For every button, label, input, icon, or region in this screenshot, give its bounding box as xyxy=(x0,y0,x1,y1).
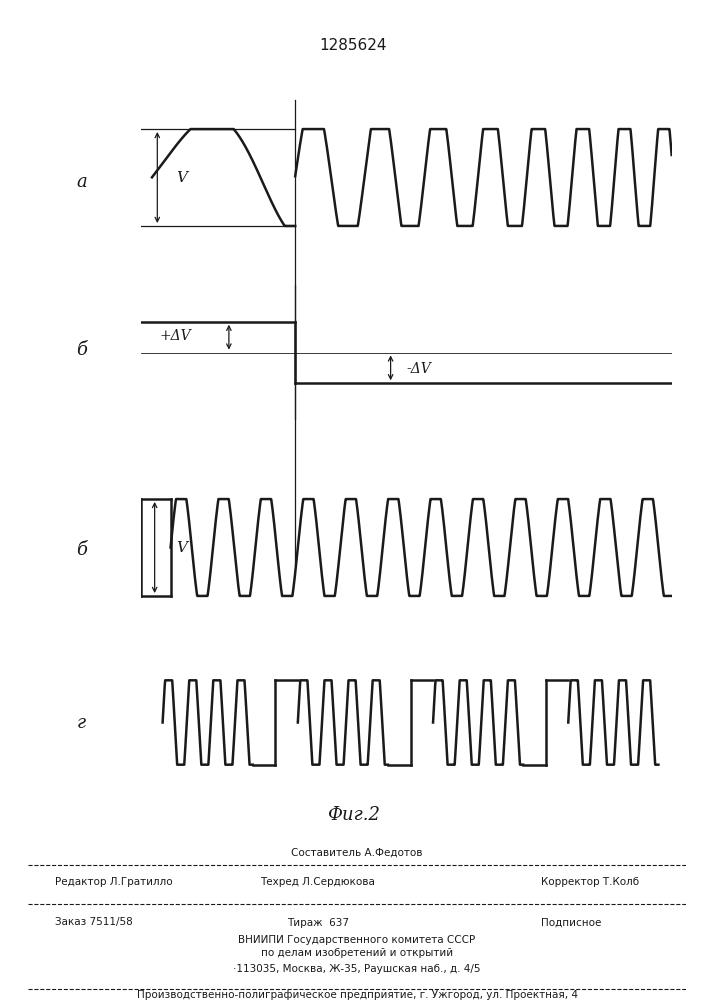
Text: б: б xyxy=(76,341,87,359)
Text: V: V xyxy=(176,540,187,554)
Text: ВНИИПИ Государственного комитета СССР: ВНИИПИ Государственного комитета СССР xyxy=(238,935,476,945)
Text: г: г xyxy=(77,714,86,732)
Text: Редактор Л.Гратилло: Редактор Л.Гратилло xyxy=(54,877,173,887)
Text: а: а xyxy=(76,173,87,191)
Text: Заказ 7511/58: Заказ 7511/58 xyxy=(54,918,132,928)
Text: Производственно-полиграфическое предприятие, г. Ужгород, ул. Проектная, 4: Производственно-полиграфическое предприя… xyxy=(136,990,578,1000)
Text: по делам изобретений и открытий: по делам изобретений и открытий xyxy=(261,948,453,958)
Text: V: V xyxy=(176,170,187,184)
Text: Техред Л.Сердюкова: Техред Л.Сердюкова xyxy=(260,877,375,887)
Text: ·113035, Москва, Ж-35, Раушская наб., д. 4/5: ·113035, Москва, Ж-35, Раушская наб., д.… xyxy=(233,964,481,974)
Text: 1285624: 1285624 xyxy=(320,37,387,52)
Text: -ΔV: -ΔV xyxy=(407,362,431,376)
Text: б: б xyxy=(76,541,87,559)
Text: Корректор Т.Колб: Корректор Т.Колб xyxy=(541,877,639,887)
Text: Тираж  637: Тираж 637 xyxy=(286,918,349,928)
Text: +ΔV: +ΔV xyxy=(160,329,192,343)
Text: Подписное: Подписное xyxy=(541,918,602,928)
Text: Фиг.2: Фиг.2 xyxy=(327,806,380,824)
Text: Составитель А.Федотов: Составитель А.Федотов xyxy=(291,848,423,858)
